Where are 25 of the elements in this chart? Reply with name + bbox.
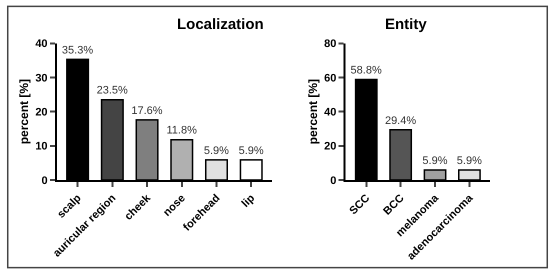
y-tick-label: 20 [324,140,336,153]
chart-title: Entity [385,16,428,33]
y-axis-title: percent [%] [17,78,32,144]
y-axis-title: percent [%] [306,78,320,144]
data-label: 17.6% [131,104,163,117]
data-label: 11.8% [166,124,198,137]
y-tick-label: 60 [324,72,336,84]
y-tick-label: 0 [330,174,336,187]
y-tick-label: 80 [324,38,336,50]
data-label: 58.8% [350,64,382,77]
data-label: 5.9% [204,144,230,157]
y-tick-label: 20 [35,106,48,119]
data-label: 29.4% [384,114,416,127]
y-tick-label: 40 [35,38,48,50]
chart-title: Localization [177,16,264,33]
y-tick-label: 30 [35,72,48,84]
data-label: 23.5% [96,84,128,97]
y-tick-label: 10 [35,140,48,153]
x-tick-label: lip [240,192,258,210]
y-tick-label: 0 [41,174,48,187]
data-label: 5.9% [456,154,482,167]
data-label: 5.9% [238,144,264,157]
y-tick-label: 40 [324,106,336,119]
data-label: 5.9% [422,154,448,167]
data-label: 35.3% [62,44,94,56]
